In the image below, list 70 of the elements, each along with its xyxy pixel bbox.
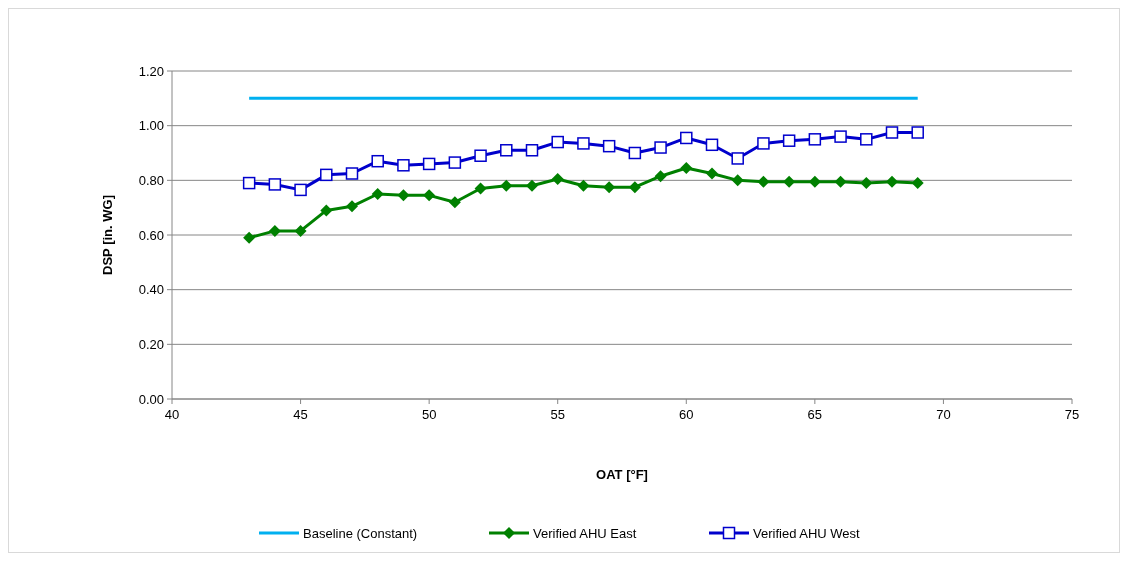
y-tick-label: 0.80 <box>138 172 164 188</box>
point <box>526 179 538 192</box>
y-tick-label: 0.60 <box>138 227 164 243</box>
point <box>731 174 744 187</box>
x-tick-label: 65 <box>807 407 823 422</box>
point <box>243 231 256 244</box>
x-tick-label: 50 <box>421 407 437 422</box>
x-tick-label: 55 <box>550 407 565 422</box>
point <box>294 183 307 197</box>
point <box>294 224 307 237</box>
y-tick-label: 0.00 <box>138 391 164 407</box>
point <box>346 200 358 213</box>
point <box>268 224 281 237</box>
point <box>474 182 487 195</box>
point <box>500 144 513 157</box>
point <box>808 133 822 146</box>
point <box>525 144 539 157</box>
point <box>345 167 359 180</box>
x-tick-label: 70 <box>936 407 951 422</box>
point <box>680 162 693 175</box>
y-tick-label: 0.40 <box>138 282 164 298</box>
point <box>577 179 590 192</box>
point <box>654 141 667 154</box>
point <box>320 204 333 217</box>
point <box>885 126 899 139</box>
y-tick-label: 1.00 <box>138 118 164 134</box>
y-tick-label: 0.20 <box>138 336 164 352</box>
legend-label: Verified AHU West <box>753 525 861 541</box>
y-tick-label: 1.20 <box>138 63 164 79</box>
point <box>551 172 564 185</box>
point <box>448 196 461 209</box>
point <box>757 175 770 188</box>
point <box>268 178 282 191</box>
point <box>834 130 847 143</box>
point <box>911 177 924 190</box>
point <box>551 135 564 149</box>
point <box>706 167 718 180</box>
point <box>397 189 410 202</box>
point <box>860 177 873 190</box>
point <box>911 126 924 139</box>
point <box>860 133 873 146</box>
point <box>705 138 719 152</box>
point <box>602 139 616 153</box>
point <box>371 154 384 168</box>
point <box>320 168 333 182</box>
point <box>371 188 384 200</box>
point <box>654 170 667 183</box>
x-tick-label: 45 <box>293 407 308 422</box>
point <box>500 179 513 192</box>
point <box>757 137 770 150</box>
point <box>782 134 796 147</box>
legend-label: Verified AHU East <box>533 525 637 541</box>
point <box>448 156 462 169</box>
point <box>422 157 436 171</box>
point <box>834 175 847 188</box>
x-axis-title: OAT [°F] <box>596 467 648 482</box>
point <box>577 137 590 150</box>
point <box>731 152 744 165</box>
point <box>397 159 410 172</box>
x-tick-label: 40 <box>164 407 180 422</box>
y-axis-title: DSP [in. WG] <box>100 195 115 275</box>
point <box>680 131 693 145</box>
point <box>242 176 256 190</box>
point <box>474 149 487 162</box>
point <box>886 175 898 188</box>
legend-label: Baseline (Constant) <box>303 525 418 541</box>
point <box>423 189 436 202</box>
point <box>628 146 642 160</box>
x-tick-label: 75 <box>1064 407 1080 422</box>
x-tick-label: 60 <box>679 407 694 422</box>
